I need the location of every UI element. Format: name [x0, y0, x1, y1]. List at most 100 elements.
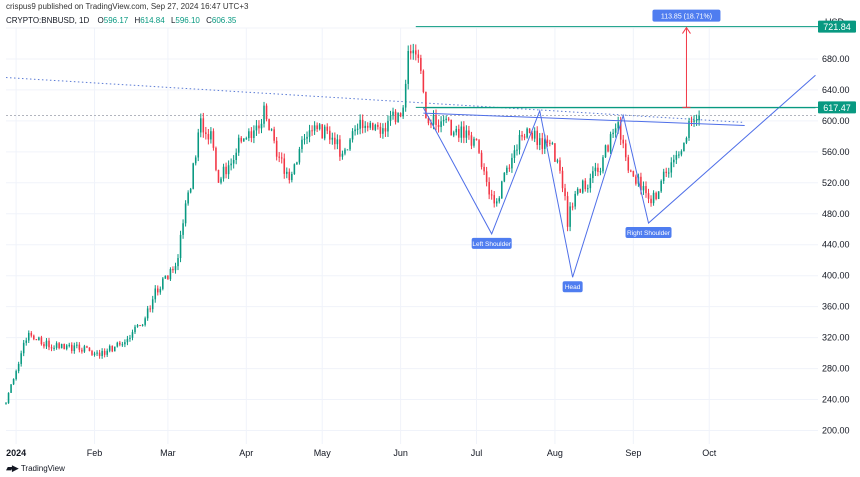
candle-body [311, 130, 313, 132]
candle-body [356, 128, 359, 130]
candle-body [382, 128, 384, 134]
candle-body [523, 136, 526, 138]
y-tick-label: 600.00 [822, 116, 850, 126]
x-tick-label: Oct [702, 448, 717, 458]
candle-body [126, 338, 129, 343]
candle-body [217, 169, 220, 183]
candle-body [30, 332, 33, 336]
candle-body [511, 157, 513, 169]
candle-body [508, 167, 511, 169]
candle-body [675, 155, 678, 160]
ohlc-high-label: H [134, 16, 141, 25]
candle-body [156, 288, 159, 293]
candle-body [460, 126, 463, 138]
candle-body [187, 192, 189, 204]
candle-body [366, 125, 369, 128]
candle-body [278, 156, 280, 158]
candle-body [518, 134, 521, 150]
candle-body [101, 350, 103, 357]
candle-body [232, 159, 235, 164]
candle-body [111, 346, 114, 352]
candle-body [63, 344, 65, 350]
candle-body [544, 139, 546, 149]
candle-body [65, 345, 68, 350]
candle-body [316, 125, 318, 130]
candle-body [389, 115, 392, 121]
candle-body [612, 132, 614, 135]
candle-body [640, 176, 642, 191]
candle-body [27, 332, 30, 341]
candle-body [412, 50, 415, 54]
candle-body [58, 343, 60, 349]
candle-body [488, 181, 490, 195]
candle-body [531, 132, 533, 139]
candle-body [283, 158, 286, 174]
candle-body [12, 379, 15, 385]
candle-body [556, 160, 559, 162]
candle-body [384, 128, 387, 132]
ohlc-high-value: 614.84 [140, 16, 165, 25]
candle-body [121, 344, 124, 346]
candle-body [364, 125, 366, 128]
candle-body [409, 50, 412, 54]
ohlc-close-label: C [206, 16, 212, 25]
candle-body [455, 128, 458, 133]
candle-body [404, 83, 407, 108]
candle-body [55, 343, 58, 348]
candle-body [339, 139, 341, 157]
candle-body [594, 167, 597, 172]
candle-body [630, 170, 632, 172]
candle-body [533, 130, 536, 139]
candle-body [124, 342, 126, 345]
candle-body [665, 171, 668, 174]
candle-body [38, 337, 40, 340]
candle-body [263, 105, 265, 124]
candle-body [154, 288, 157, 300]
candle-body [255, 125, 258, 131]
candle-body [237, 137, 240, 153]
candle-body [526, 128, 528, 138]
candle-body [129, 337, 131, 339]
candle-body [146, 308, 149, 319]
measure-label: 113.85 (18.71%) [661, 14, 712, 21]
tradingview-logo[interactable]: ▰▶ TradingView [6, 463, 65, 474]
candle-body [498, 198, 501, 202]
candle-body [40, 337, 43, 345]
candle-body [516, 149, 518, 151]
candle-body [463, 126, 465, 138]
candle-body [377, 124, 379, 127]
candle-body [667, 172, 670, 174]
candle-body [571, 206, 574, 208]
candle-body [501, 181, 503, 199]
candle-body [387, 120, 389, 132]
candle-body [301, 139, 303, 150]
head-label: Head [565, 284, 581, 291]
candle-body [480, 152, 483, 167]
candle-body [576, 188, 579, 194]
candle-body [164, 275, 167, 279]
candle-body [197, 132, 200, 158]
candle-body [108, 346, 111, 351]
candle-body [210, 131, 212, 140]
candle-body [248, 131, 250, 139]
candle-body [432, 114, 435, 125]
x-tick-label: Apr [239, 448, 253, 458]
candle-body [131, 332, 134, 338]
candle-body [452, 132, 455, 136]
candle-body [103, 350, 106, 355]
x-tick-label: Aug [547, 448, 563, 458]
candle-body [617, 122, 619, 129]
y-tick-label: 560.00 [822, 147, 850, 157]
candle-body [650, 198, 652, 204]
candle-body [323, 126, 326, 139]
candle-body [169, 269, 172, 280]
candle-body [321, 124, 323, 139]
candle-body [359, 119, 361, 129]
candle-body [250, 131, 253, 139]
y-tick-label: 400.00 [822, 271, 850, 281]
candle-body [690, 120, 693, 122]
price-level-tag [818, 101, 856, 114]
candle-body [635, 176, 637, 184]
candle-body [22, 342, 25, 354]
